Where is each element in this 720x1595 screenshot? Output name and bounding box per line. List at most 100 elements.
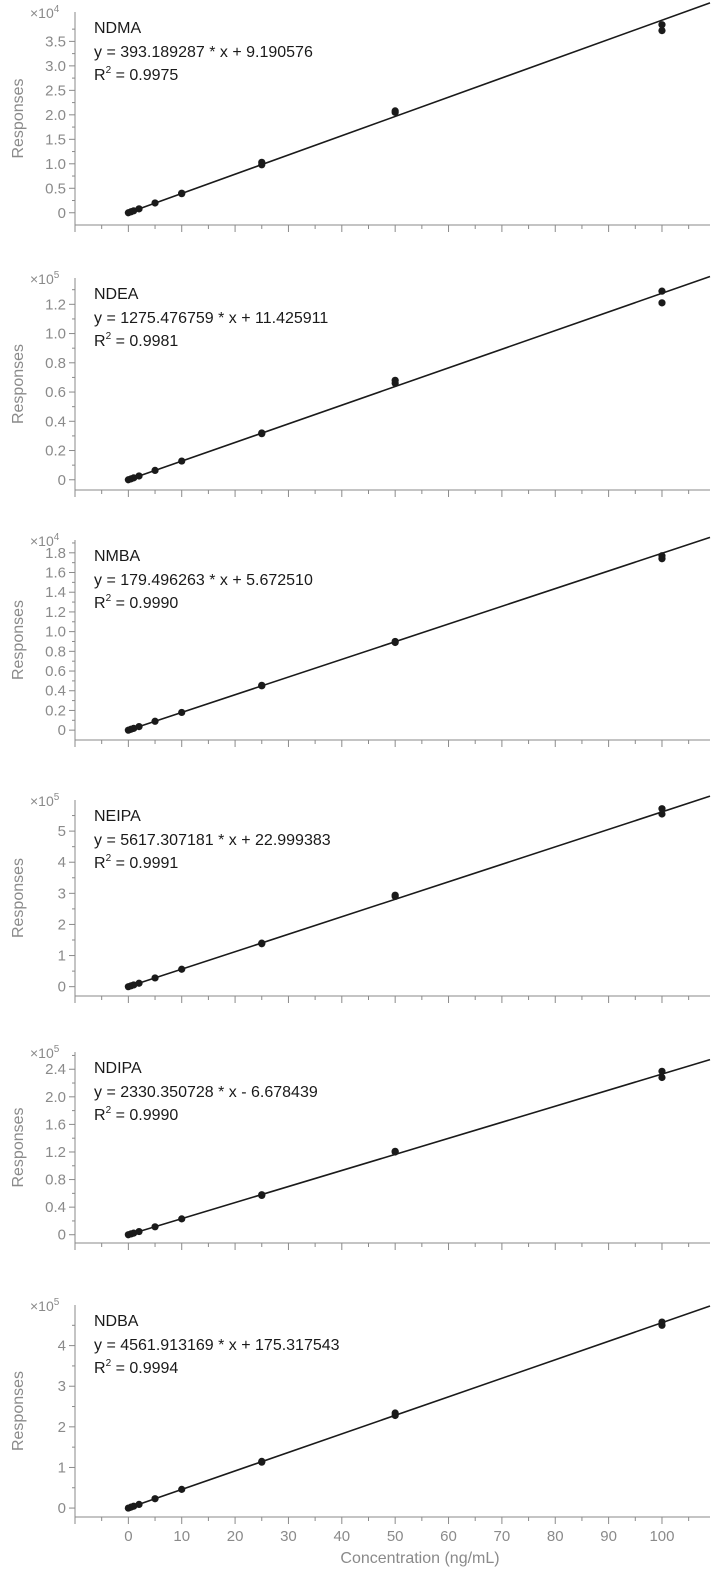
y-tick-label: 1.0 [45,624,66,641]
compound-name: NDEA [94,286,139,303]
x-tick-label: 40 [333,1528,350,1545]
x-tick-label: 0 [124,1528,132,1545]
data-point [658,1318,666,1326]
y-tick-label: 3.0 [45,58,66,75]
x-tick-label: 100 [649,1528,674,1545]
y-tick-label: 0.4 [45,1199,66,1216]
y-multiplier: ×105 [30,1044,60,1061]
data-point [151,1223,159,1231]
data-point [658,552,666,560]
y-tick-label: 0.2 [45,702,66,719]
data-point [135,979,143,987]
compound-name: NDMA [94,20,141,37]
fit-equation: y = 393.189287 * x + 9.190576 [94,44,313,61]
data-point [178,708,186,717]
y-tick-label: 1 [58,1459,66,1476]
compound-name: NMBA [94,548,141,565]
calibration-panel-ndipa: 0 0.4 0.8 1.2 1.6 2.0 2.4 Responses ×105 NDIPA y =… [10,1044,711,1250]
y-multiplier: ×105 [30,1297,60,1314]
y-tick-label: 0.8 [45,355,66,372]
y-tick-label: 2 [58,916,66,933]
data-point [135,472,143,480]
y-tick-label: 0 [58,472,66,489]
fit-equation: y = 4561.913169 * x + 175.317543 [94,1337,340,1354]
y-multiplier: ×104 [30,4,60,21]
y-tick-label: 1.6 [45,565,66,582]
data-point [258,681,266,689]
y-tick-label: 4 [58,1338,66,1355]
calibration-panel-ndma: 0 0.5 1.0 1.5 2.0 2.5 3.0 3.5 Responses ×104 NDMA y… [10,2,711,232]
fit-line [128,275,711,481]
y-tick-label: 0 [58,979,66,996]
x-tick-label: 90 [600,1528,617,1545]
data-point [658,1067,666,1075]
x-tick-label: 50 [387,1528,404,1545]
calibration-panel-ndea: 0 0.2 0.4 0.6 0.8 1.0 1.2 Responses ×105 NDEA y = … [10,270,711,497]
x-tick-label: 70 [494,1528,511,1545]
y-tick-label: 2.0 [45,1089,66,1106]
fit-line [128,1305,711,1509]
y-multiplier: ×105 [30,270,60,287]
y-tick-label: 0 [58,205,66,222]
y-tick-label: 3.5 [45,33,66,50]
data-point [151,466,159,475]
x-tick-label: 60 [440,1528,457,1545]
y-axis-label: Responses [10,344,27,424]
y-tick-label: 1.2 [45,1144,66,1161]
y-tick-label: 0.6 [45,384,66,401]
data-point [391,891,399,899]
y-tick-label: 0.8 [45,643,66,660]
data-point [178,1215,186,1223]
y-tick-label: 0.4 [45,413,66,430]
compound-name: NDBA [94,1313,139,1330]
x-tick-label: 30 [280,1528,297,1545]
data-point [178,190,186,198]
data-point [391,1409,399,1417]
x-tick-label: 20 [227,1528,244,1545]
data-point [258,430,266,438]
y-tick-label: 0 [58,1500,66,1517]
y-tick-label: 1.2 [45,296,66,313]
compound-name: NEIPA [94,808,141,825]
compound-name: NDIPA [94,1060,142,1077]
y-tick-label: 0.6 [45,663,66,680]
y-tick-label: 1.2 [45,604,66,621]
fit-equation: y = 5617.307181 * x + 22.999383 [94,832,331,849]
y-tick-label: 3 [58,885,66,902]
r-squared: R2 = 0.9975 [94,65,178,84]
data-point [151,717,159,725]
r-squared: R2 = 0.9990 [94,593,178,612]
data-point [658,299,666,307]
fit-equation: y = 179.496263 * x + 5.672510 [94,572,313,589]
y-tick-label: 0.5 [45,180,66,197]
y-axis-label: Responses [10,1371,27,1451]
x-axis-label: Concentration (ng/mL) [340,1550,499,1567]
x-tick-label: 80 [547,1528,564,1545]
y-tick-label: 1.0 [45,156,66,173]
data-point [258,939,266,947]
data-point [151,1495,159,1503]
data-point [135,1500,143,1509]
data-point [658,805,666,813]
y-tick-label: 1.8 [45,545,66,562]
data-point [391,376,399,384]
data-point [178,1485,186,1493]
y-multiplier: ×105 [30,792,60,809]
fit-line [128,795,711,988]
y-tick-label: 0 [58,1227,66,1244]
y-tick-label: 4 [58,854,66,871]
y-tick-label: 1.5 [45,131,66,148]
data-point [135,723,143,731]
y-tick-label: 0.2 [45,443,66,460]
r-squared: R2 = 0.9991 [94,853,178,872]
x-tick-label: 10 [173,1528,190,1545]
calibration-panel-nmba: 0 0.2 0.4 0.6 0.8 1.0 1.2 1.4 1.6 1.8 Responses ×10… [10,532,711,747]
y-tick-label: 2.0 [45,107,66,124]
fit-line [128,1058,711,1236]
y-tick-label: 0.4 [45,683,66,700]
y-tick-label: 2 [58,1419,66,1436]
data-point [135,205,143,213]
data-point [258,1191,266,1199]
y-axis-label: Responses [10,600,27,680]
data-point [658,810,666,818]
